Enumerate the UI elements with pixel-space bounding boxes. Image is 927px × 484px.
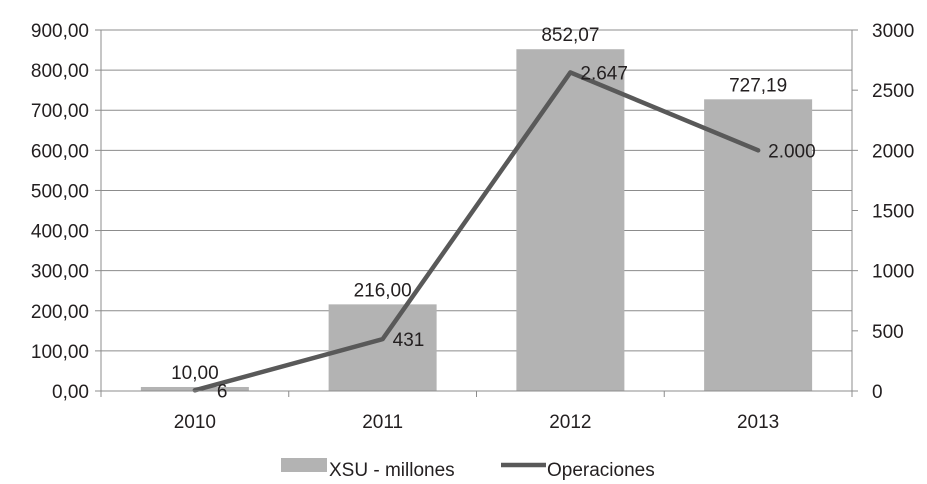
left-axis-tick-label: 200,00 — [31, 302, 89, 323]
gridlines — [101, 29, 852, 392]
left-axis-tick-label: 100,00 — [31, 342, 89, 363]
right-axis-tick-label: 0 — [872, 382, 883, 403]
bar — [516, 49, 625, 392]
bar-data-label: 727,19 — [729, 75, 787, 96]
legend-bar-label: XSU - millones — [329, 460, 455, 481]
line-data-label: 2.647 — [580, 63, 628, 84]
bar-data-label: 852,07 — [541, 25, 599, 46]
x-axis-tick-label: 2013 — [737, 412, 779, 433]
line-point — [568, 70, 573, 75]
line-data-label: 431 — [393, 330, 425, 351]
x-axis-tick-label: 2011 — [362, 412, 403, 433]
legend-line-label: Operaciones — [547, 460, 655, 481]
line-point — [380, 337, 385, 342]
right-axis-tick-label: 3000 — [872, 21, 914, 42]
axes: 0,00 100,00 200,00 300,00 400,00 500,00 600,00… — [31, 21, 914, 433]
data-labels: 10,00 216,00 852,07 727,19 6 431 2.647 2.000 — [171, 25, 816, 402]
line-data-label: 6 — [217, 381, 228, 402]
line-series — [192, 70, 761, 393]
right-axis-tick-label: 1500 — [872, 202, 914, 223]
left-axis-tick-label: 600,00 — [31, 141, 89, 162]
left-axis-tick-label: 900,00 — [31, 21, 89, 42]
left-axis-tick-label: 700,00 — [31, 101, 89, 122]
right-axis-tick-label: 500 — [872, 322, 904, 343]
right-axis-tick-label: 2000 — [872, 141, 914, 162]
bar-series — [140, 49, 813, 392]
left-axis-tick-label: 800,00 — [31, 61, 89, 82]
right-axis-tick-label: 1000 — [872, 262, 914, 283]
x-axis-tick-label: 2012 — [549, 412, 591, 433]
line-point — [192, 388, 197, 393]
left-axis-tick-label: 300,00 — [31, 262, 89, 283]
bar-data-label: 216,00 — [354, 280, 412, 301]
x-axis-tick-label: 2010 — [174, 412, 216, 433]
legend: XSU - millones Operaciones — [281, 458, 655, 481]
line-point — [756, 148, 761, 153]
line-data-label: 2.000 — [768, 141, 816, 162]
right-axis-tick-label: 2500 — [872, 81, 914, 102]
left-axis-tick-label: 0,00 — [52, 382, 89, 403]
series-line — [192, 70, 761, 393]
left-axis-tick-label: 400,00 — [31, 222, 89, 243]
legend-bar-swatch — [281, 458, 327, 472]
bar-data-label: 10,00 — [171, 363, 219, 384]
left-axis-tick-label: 500,00 — [31, 181, 89, 202]
